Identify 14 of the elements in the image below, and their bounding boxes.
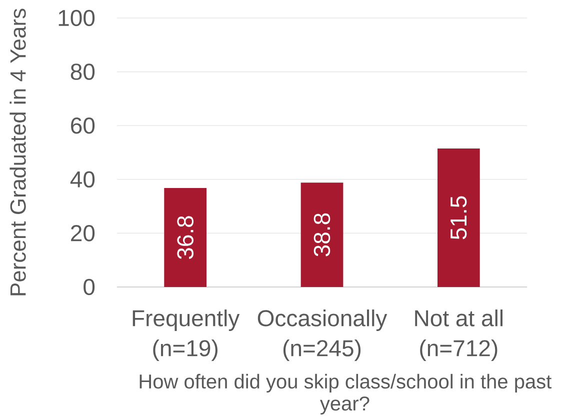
x-tick-label: Occasionally (n=245) xyxy=(258,310,388,361)
y-tick-label: 80 xyxy=(70,64,95,80)
data-label: 38.8 xyxy=(314,213,330,256)
y-axis-title: Percent Graduated in 4 Years xyxy=(10,8,26,296)
y-tick-label: 100 xyxy=(58,10,95,26)
y-tick-label: 20 xyxy=(71,225,95,242)
data-label: 51.5 xyxy=(450,196,467,240)
y-tick-label: 40 xyxy=(70,171,95,188)
x-tick-label: Not at all (n=712) xyxy=(415,310,502,361)
data-label: 36.8 xyxy=(177,216,194,259)
x-axis-title: How often did you skip class/school in the past year? xyxy=(140,374,552,415)
x-tick-label: Frequently (n=19) xyxy=(132,310,240,361)
y-tick-label: 0 xyxy=(84,278,95,296)
y-tick-label: 60 xyxy=(71,117,95,134)
